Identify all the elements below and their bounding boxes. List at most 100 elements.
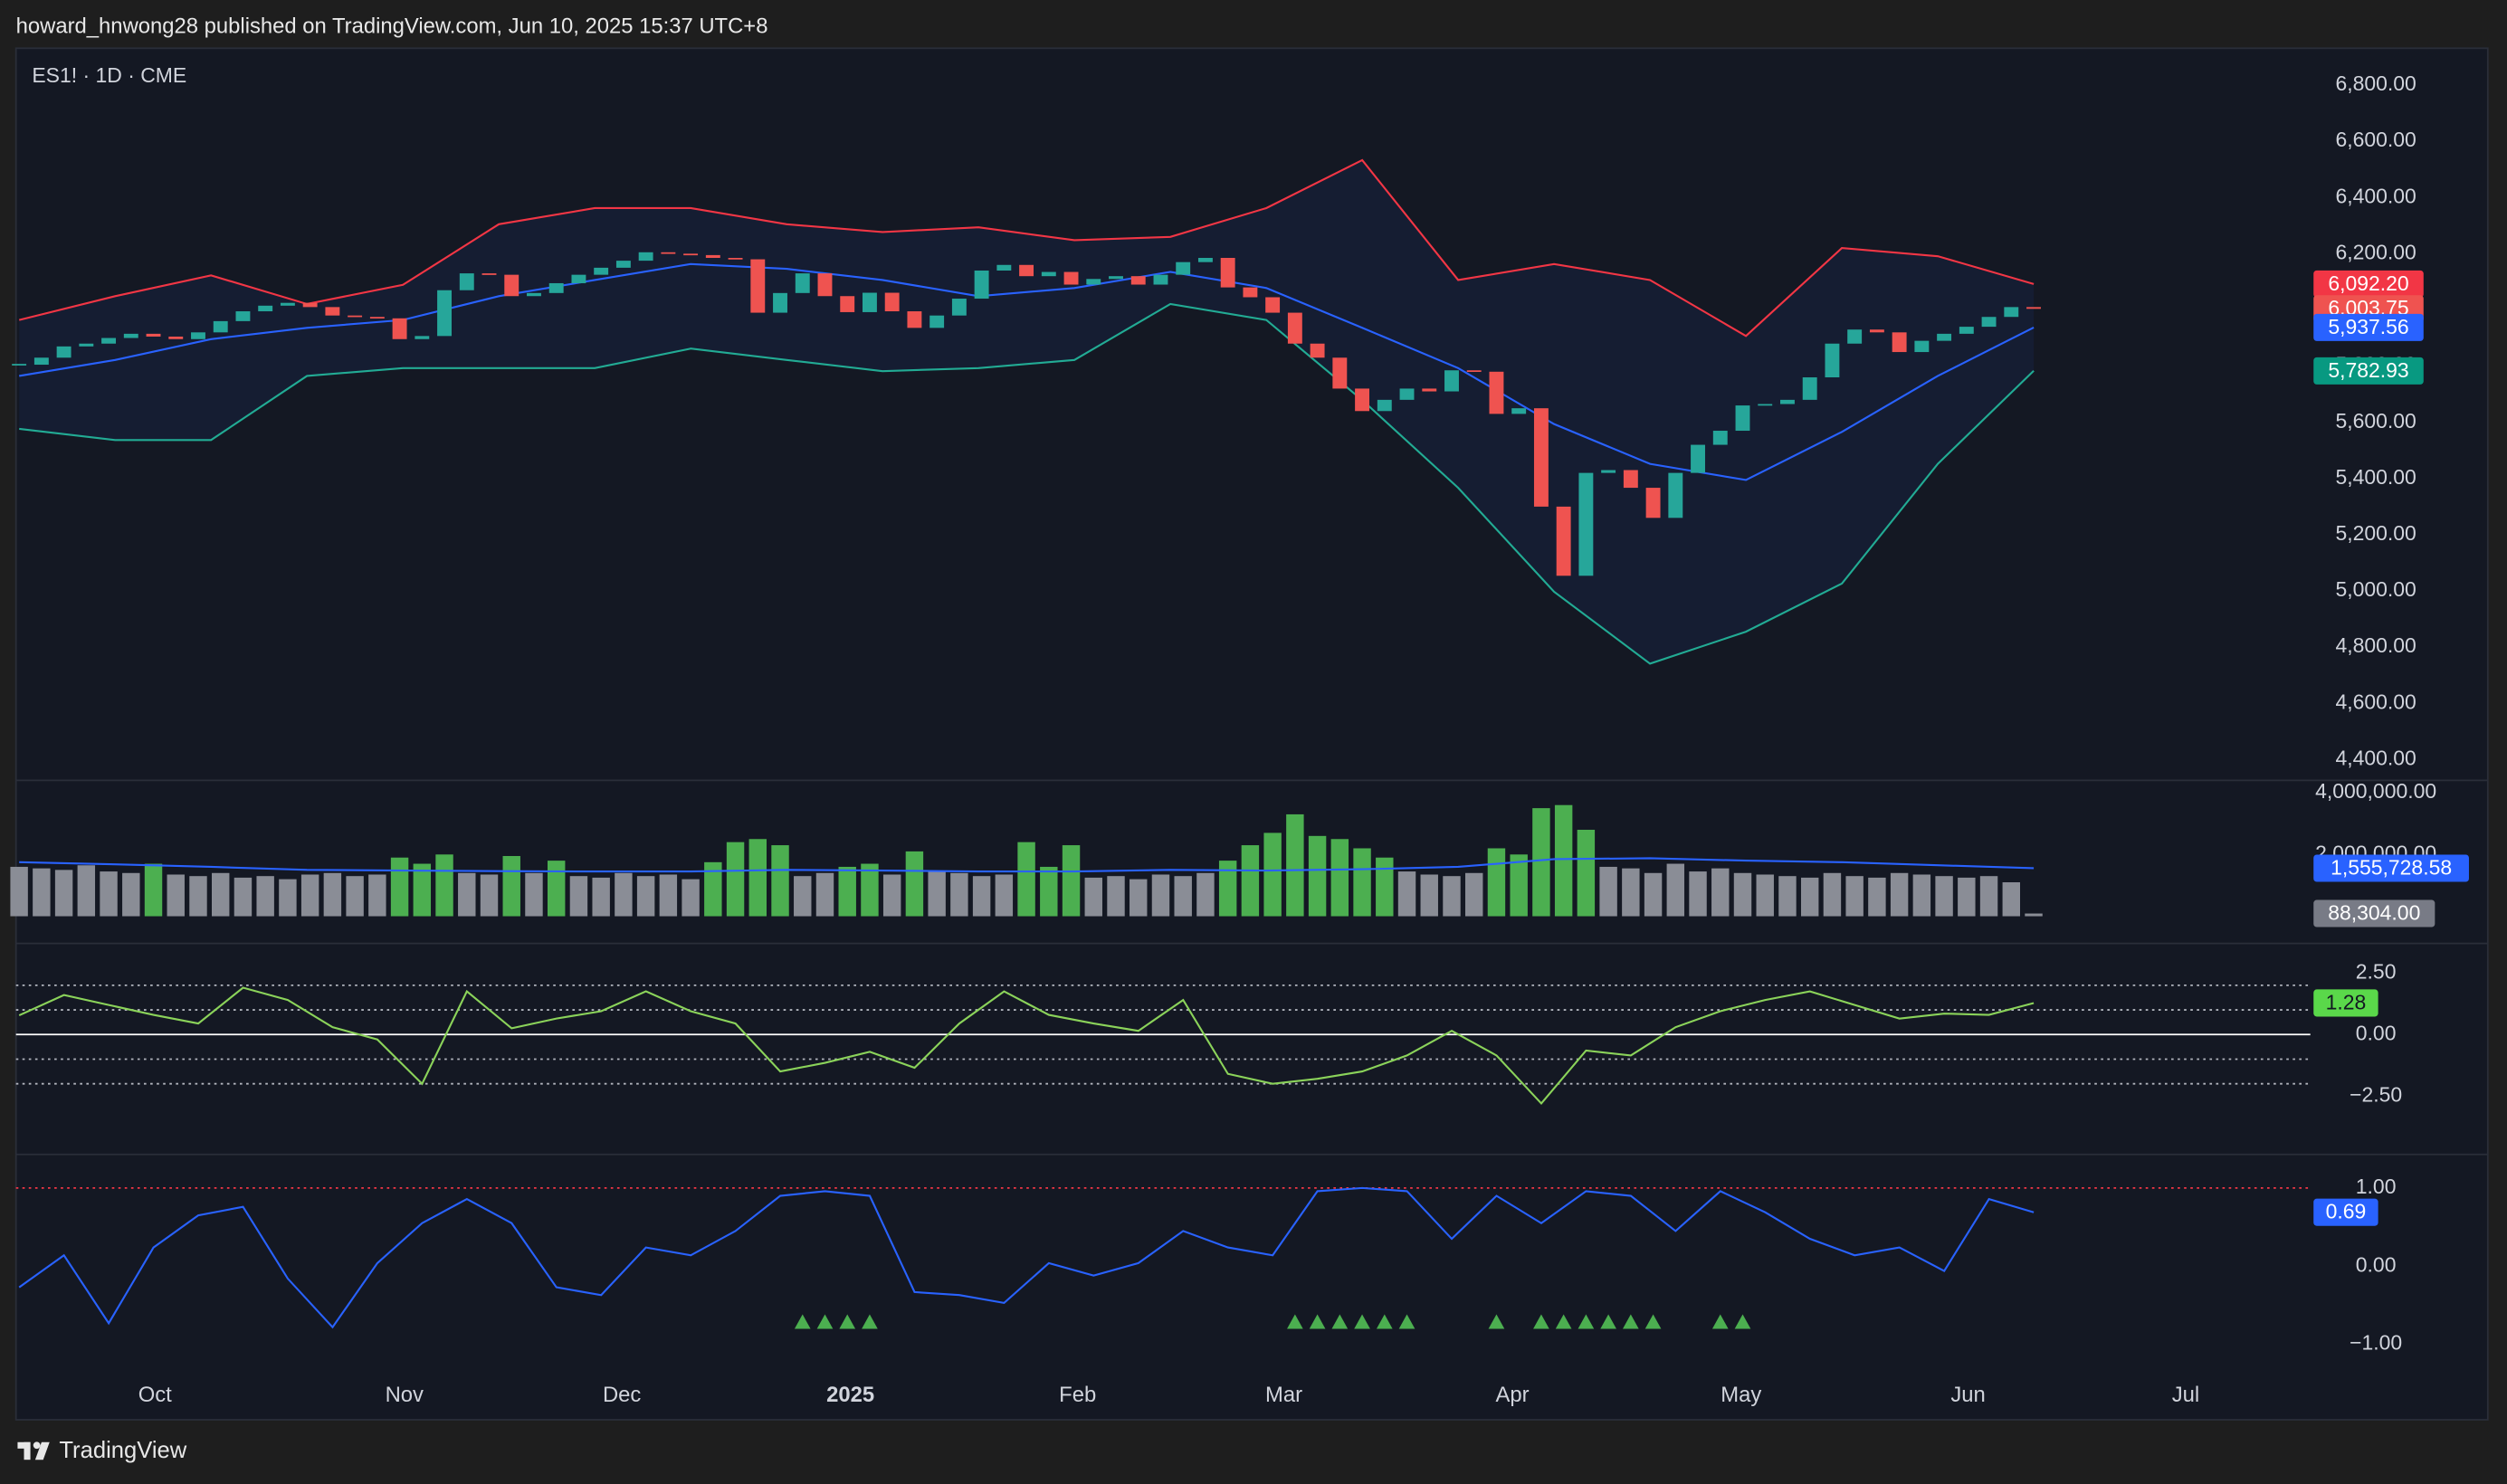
y-tick-label: 6,800.00 <box>2335 71 2416 95</box>
candle <box>369 317 385 319</box>
candle <box>548 282 564 293</box>
candle <box>817 273 833 297</box>
volume-bar <box>1979 876 1998 917</box>
candle <box>79 343 94 347</box>
indicator-line <box>19 302 2035 665</box>
brand-logo <box>17 1441 50 1460</box>
volume-bar <box>1845 876 1864 917</box>
volume-bar <box>1733 872 1752 917</box>
price-label-box <box>2313 313 2424 341</box>
volume-bar <box>1577 830 1596 917</box>
candle <box>258 305 273 312</box>
volume-bar <box>122 872 140 917</box>
volume-bar <box>1330 839 1349 917</box>
volume-bar <box>1443 876 1461 917</box>
price-label: 5,782.93 <box>2328 358 2408 382</box>
volume-bar <box>10 866 28 917</box>
volume-bar <box>2002 882 2021 917</box>
signal-triangle <box>1711 1314 1729 1329</box>
candle <box>1847 329 1863 344</box>
volume-bar <box>1107 876 1125 917</box>
y-tick-label: 4,800.00 <box>2335 633 2416 657</box>
candle <box>33 357 49 366</box>
candle <box>1802 377 1817 400</box>
price-label: 1.28 <box>2326 990 2367 1013</box>
candle <box>1176 262 1191 275</box>
candle <box>213 320 228 333</box>
volume-bar <box>569 876 588 917</box>
x-tick-label: Jul <box>2172 1383 2199 1407</box>
candle <box>1712 431 1728 445</box>
y-tick-label: 0.00 <box>2356 1021 2397 1044</box>
volume-bar <box>838 866 856 917</box>
volume-bar <box>1196 872 1215 917</box>
volume-bar <box>480 874 499 917</box>
volume-bar <box>1263 832 1282 917</box>
volume-bar <box>748 839 767 917</box>
price-label-box <box>2313 270 2424 298</box>
y-tick-label: 5,200.00 <box>2335 521 2416 545</box>
candle <box>638 252 653 262</box>
candle <box>1511 408 1527 414</box>
volume-bar <box>525 872 543 917</box>
candle <box>302 302 318 308</box>
volume-bar <box>861 863 879 917</box>
volume-bar <box>771 845 789 917</box>
candle <box>1287 312 1302 344</box>
candle <box>1153 274 1168 285</box>
volume-bar <box>144 863 163 917</box>
y-tick-label: −2.50 <box>2350 1082 2402 1106</box>
volume-bar <box>972 876 991 917</box>
candle <box>146 333 161 337</box>
candle <box>1825 343 1840 378</box>
signal-triangle <box>1376 1314 1393 1329</box>
signal-triangle <box>839 1314 856 1329</box>
candle <box>1691 444 1705 473</box>
y-tick-label: 5,600.00 <box>2335 409 2416 433</box>
volume-bar <box>1040 866 1058 917</box>
candle <box>1601 470 1616 473</box>
candle <box>907 311 922 328</box>
candle <box>1735 405 1750 432</box>
signal-triangle <box>1644 1314 1662 1329</box>
candle <box>2004 307 2019 318</box>
indicator-line <box>18 1186 2035 1329</box>
candle <box>1533 408 1549 507</box>
x-tick-label: Dec <box>603 1383 641 1407</box>
candle <box>168 336 184 339</box>
volume-bar <box>1017 842 1035 917</box>
candle <box>1063 271 1079 285</box>
signal-triangle <box>1578 1314 1595 1329</box>
volume-bar <box>1308 835 1327 917</box>
volume-bar <box>502 856 520 917</box>
candle <box>1332 357 1348 389</box>
volume-bar <box>413 863 432 917</box>
volume-bar <box>950 872 968 917</box>
volume-bar <box>300 874 319 917</box>
candle <box>280 302 295 306</box>
volume-bar <box>279 879 297 917</box>
signal-triangle <box>1533 1314 1549 1329</box>
volume-bar <box>256 876 274 917</box>
x-tick-label: Feb <box>1059 1383 1096 1407</box>
volume-bar <box>1554 804 1573 917</box>
candle <box>1377 399 1392 412</box>
volume-bar <box>33 868 51 917</box>
price-label: 6,092.20 <box>2328 271 2408 295</box>
volume-bar <box>1689 871 1707 917</box>
candle <box>12 364 27 366</box>
volume-bar <box>1644 872 1663 917</box>
signal-triangle <box>1488 1314 1505 1329</box>
candle <box>325 307 340 316</box>
price-label: 5,937.56 <box>2328 315 2408 338</box>
price-label: 1,555,728.58 <box>2331 855 2452 879</box>
candle <box>1466 370 1482 373</box>
volume-bar <box>1218 861 1237 917</box>
candle <box>1645 488 1661 518</box>
price-label-box <box>2313 899 2436 928</box>
signal-triangle <box>1623 1314 1639 1329</box>
x-tick-label: May <box>1721 1383 1761 1407</box>
candle <box>996 264 1012 271</box>
candle <box>1668 472 1683 518</box>
candle <box>191 332 205 339</box>
